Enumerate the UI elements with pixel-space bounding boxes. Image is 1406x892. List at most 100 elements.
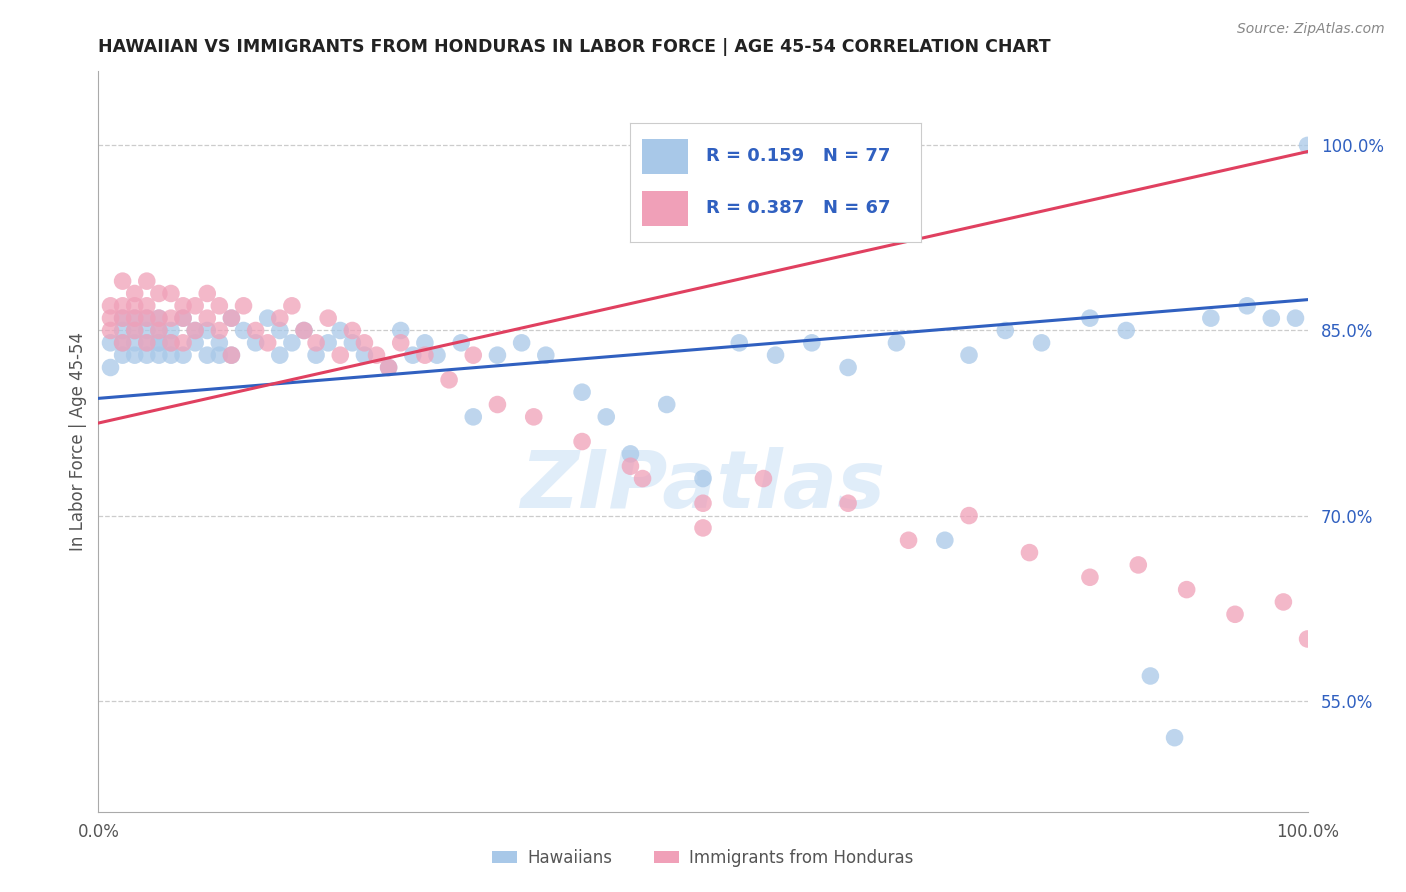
- Point: [148, 311, 170, 326]
- Text: R = 0.159   N = 77: R = 0.159 N = 77: [706, 147, 890, 165]
- Point: [100, 311, 122, 326]
- Point: [342, 324, 364, 338]
- Text: ZIPatlas: ZIPatlas: [520, 447, 886, 525]
- Point: [184, 335, 207, 350]
- Point: [450, 335, 472, 350]
- Point: [124, 286, 146, 301]
- Point: [619, 447, 641, 461]
- Point: [135, 335, 157, 350]
- Point: [148, 335, 170, 350]
- Point: [148, 348, 170, 362]
- Point: [172, 348, 194, 362]
- Point: [1223, 607, 1246, 622]
- Point: [837, 360, 859, 375]
- Point: [221, 311, 243, 326]
- Point: [957, 348, 980, 362]
- Point: [486, 348, 509, 362]
- Point: [148, 286, 170, 301]
- Point: [124, 311, 146, 326]
- Point: [957, 508, 980, 523]
- Point: [135, 311, 157, 326]
- Point: [172, 311, 194, 326]
- Point: [135, 299, 157, 313]
- Point: [256, 311, 278, 326]
- Point: [1018, 546, 1040, 560]
- Point: [305, 348, 328, 362]
- Point: [595, 409, 617, 424]
- Point: [292, 324, 315, 338]
- Point: [292, 324, 315, 338]
- Text: Source: ZipAtlas.com: Source: ZipAtlas.com: [1237, 22, 1385, 37]
- Point: [897, 533, 920, 548]
- Point: [111, 335, 134, 350]
- Bar: [643, 191, 689, 227]
- Text: R = 0.387   N = 67: R = 0.387 N = 67: [706, 200, 890, 218]
- Point: [692, 496, 714, 510]
- Point: [800, 335, 823, 350]
- Point: [195, 311, 218, 326]
- Point: [269, 311, 291, 326]
- Legend: Hawaiians, Immigrants from Honduras: Hawaiians, Immigrants from Honduras: [486, 842, 920, 874]
- Point: [1199, 311, 1222, 326]
- Point: [752, 472, 775, 486]
- Point: [1284, 311, 1306, 326]
- Point: [329, 324, 352, 338]
- Point: [389, 335, 412, 350]
- Point: [486, 398, 509, 412]
- Point: [124, 348, 146, 362]
- Point: [342, 335, 364, 350]
- Point: [124, 311, 146, 326]
- Point: [389, 324, 412, 338]
- Point: [837, 496, 859, 510]
- Point: [413, 348, 436, 362]
- Point: [366, 348, 388, 362]
- Point: [523, 409, 546, 424]
- Point: [195, 324, 218, 338]
- Point: [1296, 632, 1319, 646]
- Point: [100, 335, 122, 350]
- Point: [437, 373, 460, 387]
- Point: [100, 324, 122, 338]
- Point: [281, 335, 304, 350]
- Point: [100, 299, 122, 313]
- Point: [413, 335, 436, 350]
- Point: [1236, 299, 1258, 313]
- Point: [619, 459, 641, 474]
- Point: [160, 348, 183, 362]
- Point: [994, 324, 1017, 338]
- Point: [135, 324, 157, 338]
- Point: [148, 324, 170, 338]
- Point: [232, 299, 254, 313]
- Point: [1078, 311, 1101, 326]
- Point: [124, 324, 146, 338]
- Point: [1175, 582, 1198, 597]
- Point: [195, 286, 218, 301]
- Point: [111, 311, 134, 326]
- Point: [1078, 570, 1101, 584]
- Point: [692, 472, 714, 486]
- Point: [160, 335, 183, 350]
- Point: [172, 311, 194, 326]
- Point: [316, 311, 339, 326]
- Point: [111, 335, 134, 350]
- Point: [208, 299, 231, 313]
- Point: [426, 348, 449, 362]
- Point: [160, 311, 183, 326]
- Point: [208, 335, 231, 350]
- Point: [221, 348, 243, 362]
- Point: [135, 311, 157, 326]
- Point: [135, 348, 157, 362]
- Point: [329, 348, 352, 362]
- Point: [135, 335, 157, 350]
- Point: [765, 348, 787, 362]
- Point: [111, 299, 134, 313]
- Y-axis label: In Labor Force | Age 45-54: In Labor Force | Age 45-54: [69, 332, 87, 551]
- Point: [692, 521, 714, 535]
- Point: [571, 434, 593, 449]
- Point: [305, 335, 328, 350]
- Point: [111, 274, 134, 288]
- Point: [1296, 138, 1319, 153]
- Point: [534, 348, 557, 362]
- Point: [184, 324, 207, 338]
- Point: [208, 324, 231, 338]
